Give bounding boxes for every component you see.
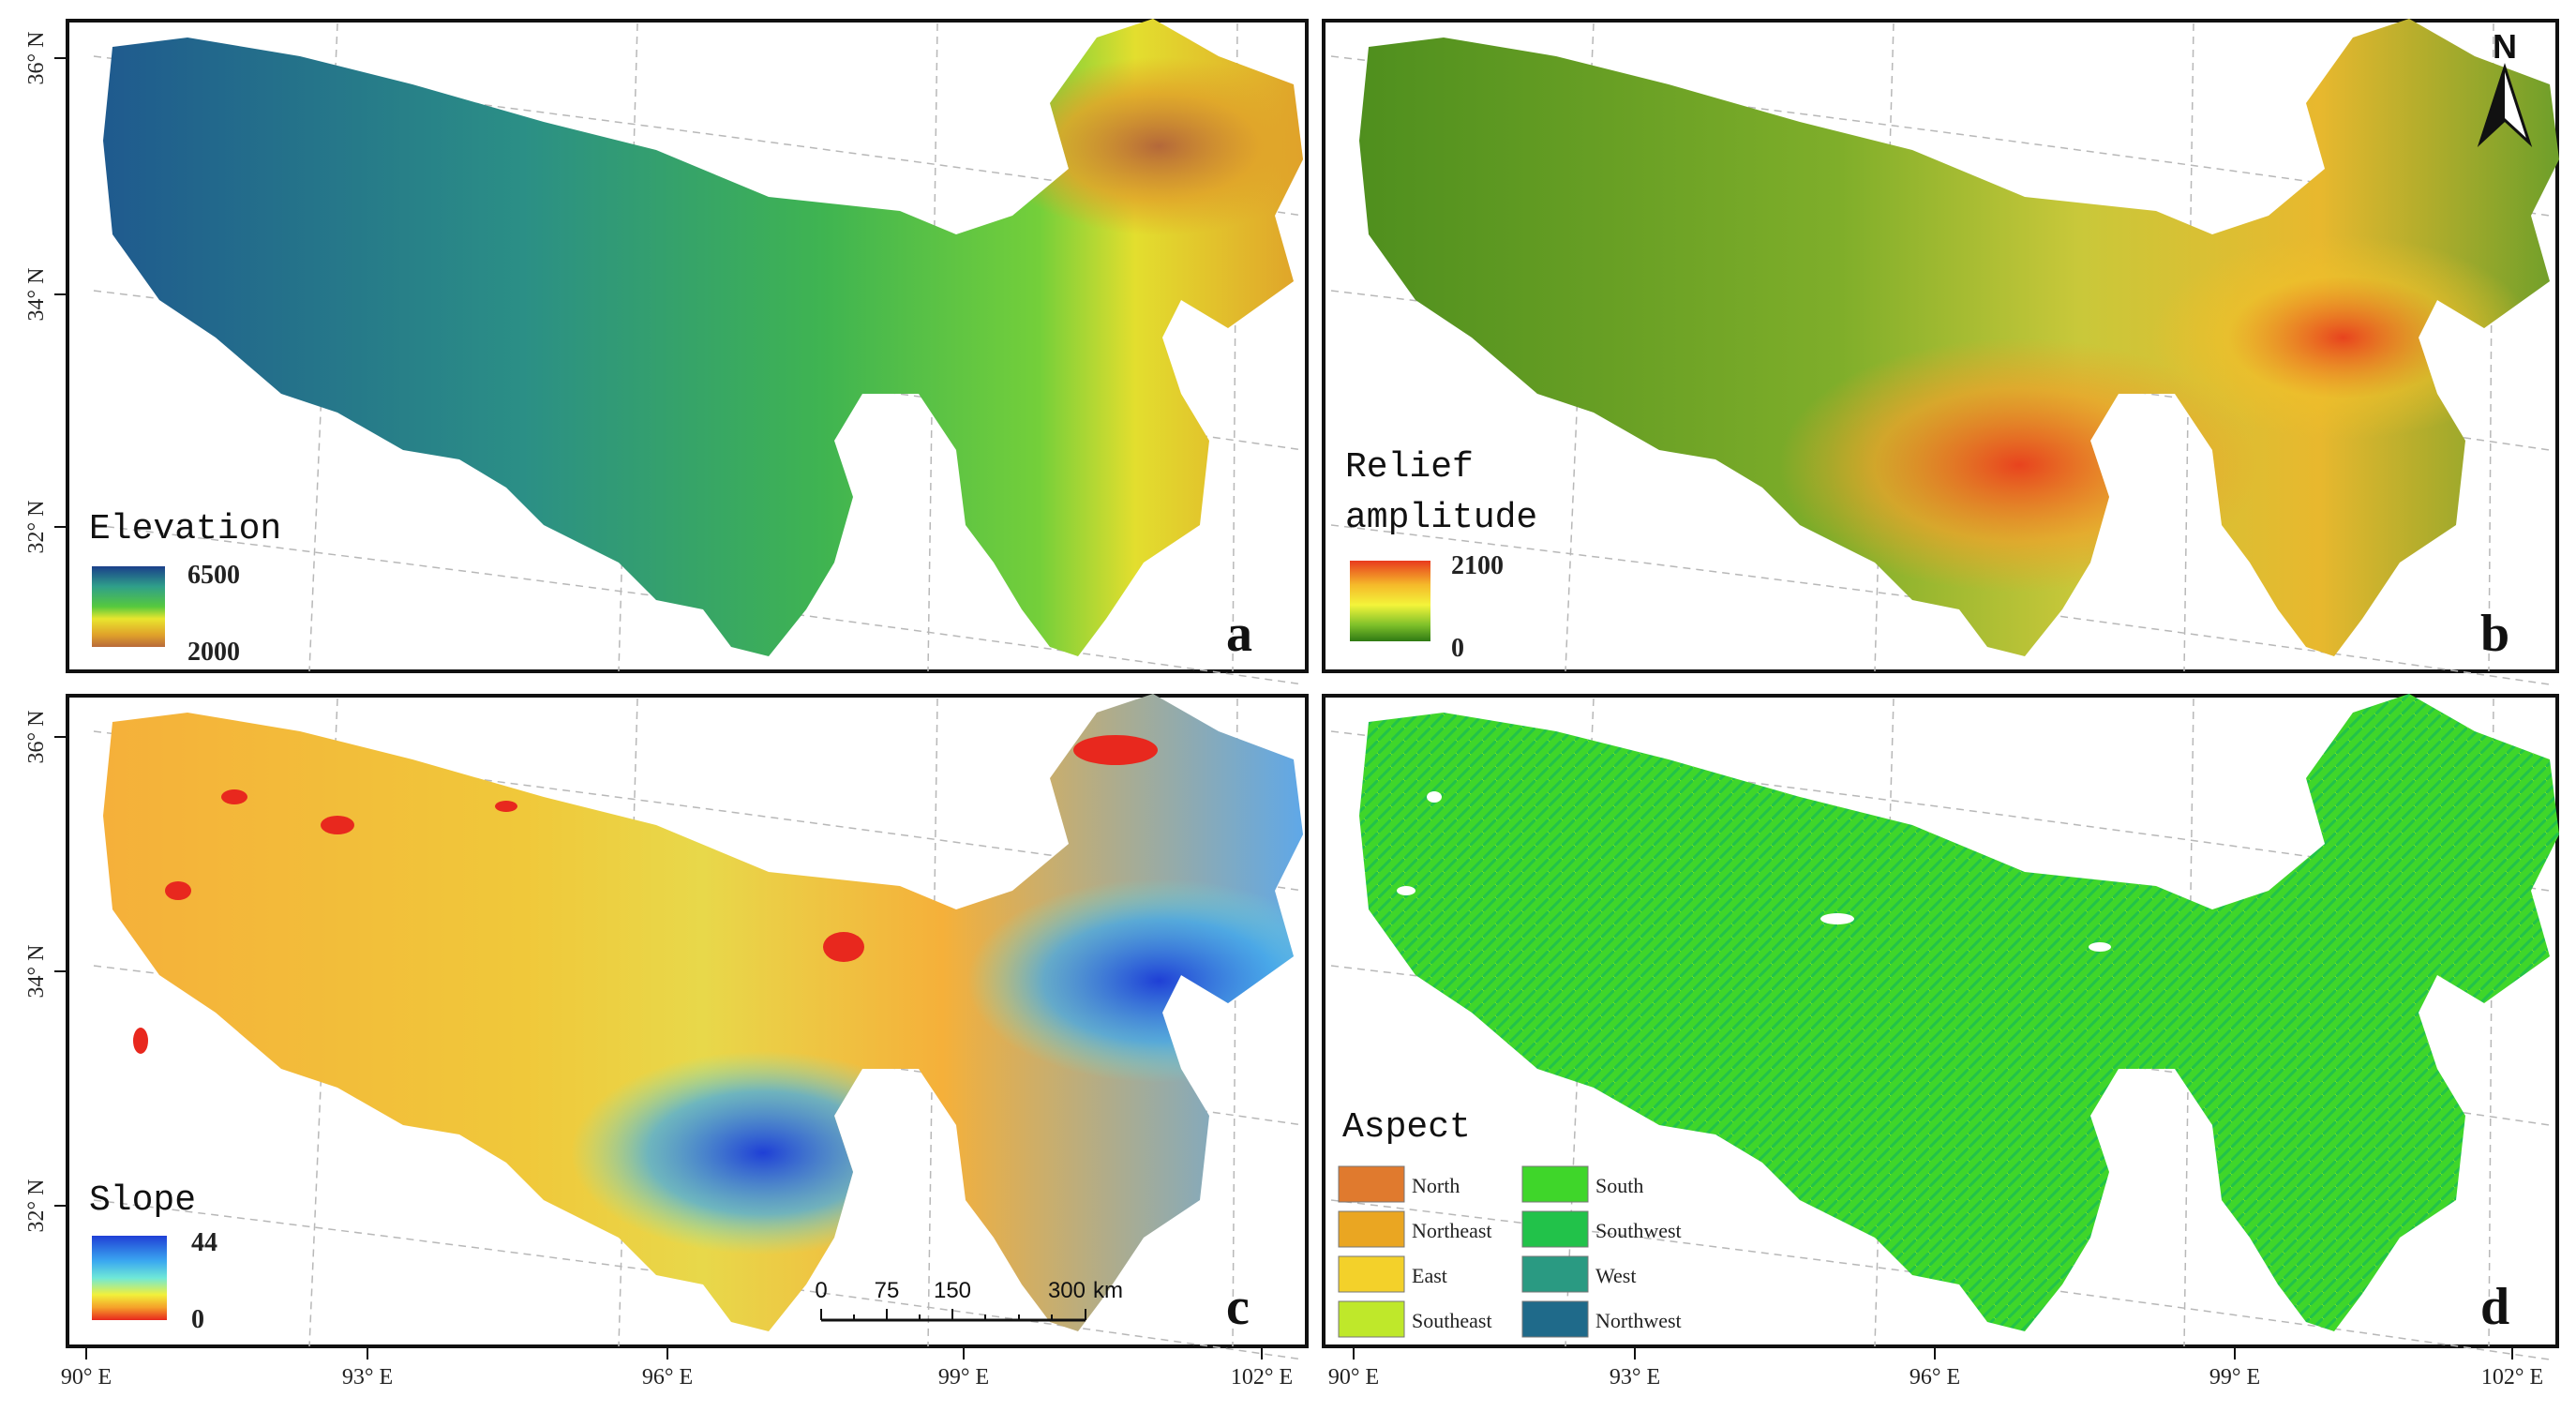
aspect-label-east: East	[1412, 1264, 1447, 1287]
aspect-swatch-east	[1338, 1255, 1405, 1293]
lon-label: 90° E	[61, 1365, 112, 1389]
lat-label: 32° N	[24, 1179, 49, 1233]
relief-legend-max: 2100	[1451, 551, 1504, 580]
slope-legend-max: 44	[191, 1228, 217, 1257]
panel-c-slope	[66, 694, 1309, 1360]
svg-text:km: km	[1093, 1278, 1123, 1303]
aspect-swatch-northwest	[1521, 1300, 1589, 1338]
lat-label: 36° N	[24, 32, 49, 85]
panel-a-elevation	[66, 19, 1309, 685]
latitude-labels-bottom: 36° N 34° N 32° N	[24, 711, 67, 1233]
latitude-labels-top: 36° N 34° N 32° N	[24, 32, 67, 554]
panel-letter-b: b	[2480, 605, 2509, 663]
aspect-swatch-west	[1521, 1255, 1589, 1293]
lon-label: 93° E	[342, 1365, 393, 1389]
lat-label: 32° N	[24, 501, 49, 554]
lon-label: 90° E	[1328, 1365, 1379, 1389]
relief-legend-min: 0	[1451, 634, 1464, 663]
aspect-label-south: South	[1595, 1174, 1643, 1197]
aspect-label-northwest: Northwest	[1595, 1309, 1682, 1332]
panel-letter-d: d	[2480, 1278, 2509, 1336]
lon-label: 93° E	[1610, 1365, 1660, 1389]
aspect-label-southwest: Southwest	[1595, 1219, 1682, 1242]
elevation-legend-ramp	[92, 566, 165, 647]
svg-text:0: 0	[815, 1278, 827, 1303]
lon-label: 102° E	[2481, 1365, 2543, 1389]
aspect-swatch-southeast	[1338, 1300, 1405, 1338]
lat-label: 36° N	[24, 711, 49, 764]
relief-legend-title-line2: amplitude	[1345, 498, 1537, 538]
lon-label: 99° E	[2209, 1365, 2260, 1389]
lat-label: 34° N	[24, 268, 49, 322]
lon-label: 99° E	[938, 1365, 989, 1389]
aspect-swatch-southwest	[1521, 1210, 1589, 1248]
panel-d-aspect	[1322, 694, 2559, 1360]
aspect-label-north: North	[1412, 1174, 1460, 1197]
elevation-legend-min: 2000	[187, 638, 240, 667]
panel-letter-c: c	[1226, 1278, 1250, 1336]
slope-legend-title: Slope	[89, 1180, 196, 1221]
aspect-label-west: West	[1595, 1264, 1636, 1287]
aspect-label-southeast: Southeast	[1412, 1309, 1492, 1332]
scale-bar: 0 75 150 300 km	[815, 1278, 1123, 1322]
svg-text:75: 75	[875, 1278, 900, 1303]
lon-label: 96° E	[1910, 1365, 1960, 1389]
aspect-legend: North Northeast East Southeast South Southwes…	[1338, 1165, 1682, 1338]
north-arrow: N	[2477, 27, 2533, 147]
elevation-legend-max: 6500	[187, 561, 240, 590]
svg-text:300: 300	[1048, 1278, 1086, 1303]
aspect-swatch-northeast	[1338, 1210, 1405, 1248]
longitude-labels: 90° E 90° E 93° E 93° E 96° E 96° E 99° E 99° E…	[61, 1346, 2543, 1389]
aspect-label-northeast: Northeast	[1412, 1219, 1492, 1242]
panel-letter-a: a	[1226, 605, 1252, 663]
aspect-legend-title: Aspect	[1342, 1107, 1471, 1148]
relief-legend-ramp	[1350, 561, 1430, 641]
svg-text:150: 150	[934, 1278, 971, 1303]
slope-legend-min: 0	[191, 1305, 204, 1334]
slope-legend-ramp	[92, 1236, 167, 1320]
svg-text:N: N	[2493, 27, 2517, 66]
lon-label: 96° E	[642, 1365, 693, 1389]
aspect-swatch-north	[1338, 1165, 1405, 1203]
relief-legend-title-line1: Relief	[1345, 447, 1474, 488]
lat-label: 34° N	[24, 945, 49, 999]
lon-label: 102° E	[1231, 1365, 1293, 1389]
panel-b-relief	[1322, 19, 2559, 685]
elevation-legend-title: Elevation	[89, 509, 281, 549]
aspect-swatch-south	[1521, 1165, 1589, 1203]
